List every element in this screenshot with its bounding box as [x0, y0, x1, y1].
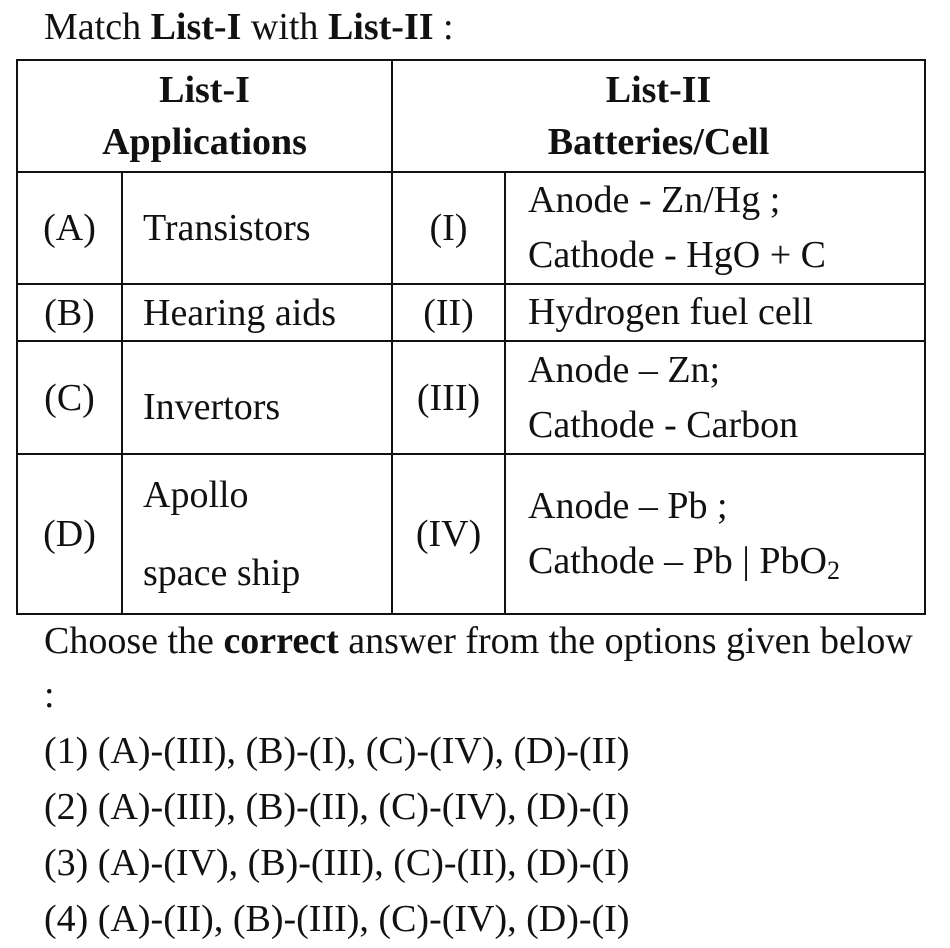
roman-label: (I): [391, 171, 507, 285]
question-suffix: :: [433, 6, 454, 48]
list1-header-subtitle: Applications: [102, 121, 307, 163]
battery-cell: Hydrogen fuel cell: [504, 283, 927, 342]
row-label: (A): [16, 171, 123, 285]
roman-label: (IV): [391, 453, 507, 615]
battery-cell: Anode - Zn/Hg ; Cathode - HgO + C: [504, 171, 927, 285]
subscript: 2: [826, 556, 840, 585]
list2-header-title: List-II: [605, 69, 712, 111]
table-row: (C) Invertors (III) Anode – Zn; Cathode …: [16, 340, 927, 455]
row-label: (D): [16, 453, 123, 615]
row-label: (B): [16, 283, 123, 342]
answer-options: (1) (A)-(III), (B)-(I), (C)-(IV), (D)-(I…: [44, 724, 630, 948]
list1-header: List-I Applications: [15, 59, 394, 173]
instruction-text: Choose the correct answer from the optio…: [44, 614, 914, 722]
table-row: (B) Hearing aids (II) Hydrogen fuel cell: [16, 283, 927, 342]
list2-header: List-II Batteries/Cell: [391, 59, 927, 173]
battery-line: Anode - Zn/Hg ;: [528, 179, 781, 221]
question-prefix: Match: [44, 6, 151, 48]
list2-header-subtitle: Batteries/Cell: [547, 121, 770, 163]
battery-line: Anode – Zn;: [528, 348, 721, 391]
question-list2: List-II: [327, 6, 434, 48]
battery-cell: Anode – Pb ; Cathode – Pb | PbO2: [504, 453, 927, 615]
battery-line: Cathode – Pb | PbO2: [528, 534, 924, 589]
instruction-bold: correct: [223, 620, 339, 662]
battery-line: Anode – Pb ;: [528, 485, 728, 527]
battery-line-text: Cathode – Pb | PbO: [528, 540, 827, 582]
question-middle: with: [241, 6, 328, 48]
option-1[interactable]: (1) (A)-(III), (B)-(I), (C)-(IV), (D)-(I…: [44, 730, 630, 772]
application-line: space ship: [143, 552, 301, 594]
list1-header-title: List-I: [159, 69, 250, 111]
roman-label: (II): [391, 283, 507, 342]
option-4[interactable]: (4) (A)-(II), (B)-(III), (C)-(IV), (D)-(…: [44, 898, 630, 940]
table-row: (A) Transistors (I) Anode - Zn/Hg ; Cath…: [16, 171, 927, 285]
instruction-after: answer from the options given below :: [44, 620, 913, 716]
match-table: List-I Applications List-II Batteries/Ce…: [15, 59, 927, 615]
battery-line: Cathode - Carbon: [528, 403, 799, 446]
roman-label: (III): [391, 340, 507, 455]
application-cell: Invertors: [120, 340, 394, 455]
option-2[interactable]: (2) (A)-(III), (B)-(II), (C)-(IV), (D)-(…: [44, 786, 630, 828]
battery-line: Cathode - HgO + C: [528, 234, 826, 276]
table-row: (D) Apollo space ship (IV) Anode – Pb ; …: [16, 453, 927, 615]
battery-line: Hydrogen fuel cell: [528, 291, 813, 333]
battery-cell: Anode – Zn; Cathode - Carbon: [504, 340, 927, 455]
question-title: Match List-I with List-II :: [44, 4, 454, 50]
application-cell: Transistors: [120, 171, 394, 285]
application-line: Apollo: [143, 474, 249, 516]
application-cell: Hearing aids: [120, 283, 394, 342]
option-3[interactable]: (3) (A)-(IV), (B)-(III), (C)-(II), (D)-(…: [44, 842, 630, 884]
row-label: (C): [16, 340, 123, 455]
instruction-before: Choose the: [44, 620, 224, 662]
question-list1: List-I: [150, 6, 242, 48]
table-header-row: List-I Applications List-II Batteries/Ce…: [15, 59, 927, 173]
application-cell: Apollo space ship: [120, 453, 394, 615]
